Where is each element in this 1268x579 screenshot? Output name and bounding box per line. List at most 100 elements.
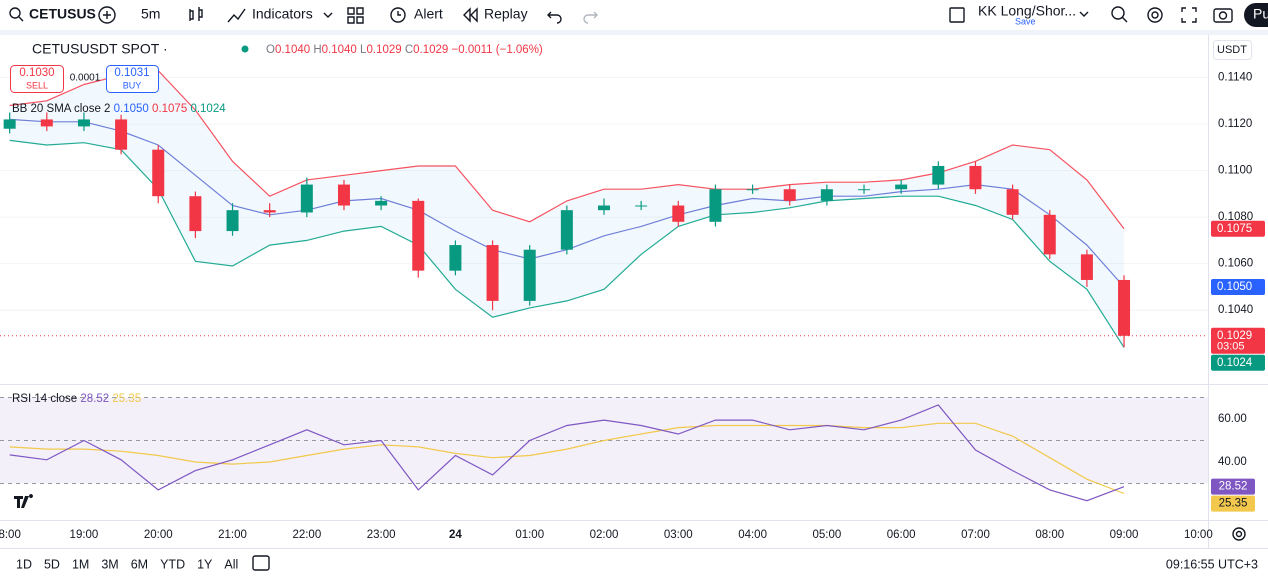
- candle-body: [189, 196, 202, 232]
- candle-body: [1118, 279, 1131, 336]
- sell-button[interactable]: [10, 65, 64, 93]
- candle-body: [895, 184, 908, 190]
- candle-body: [375, 200, 388, 206]
- candle-body: [672, 205, 685, 222]
- candle-body: [598, 205, 610, 211]
- add-symbol[interactable]: [98, 6, 116, 24]
- redo[interactable]: [583, 11, 598, 24]
- chart-type[interactable]: [189, 7, 203, 21]
- clock: 09:16:55 UTC+3: [1166, 557, 1258, 571]
- price-badge: [1211, 278, 1265, 295]
- alert[interactable]: Alert: [414, 6, 443, 22]
- change: −0.0011 (−1.06%): [452, 44, 543, 56]
- price-badge-label: 0.1024: [1217, 357, 1253, 369]
- symbol[interactable]: CETUSUS: [29, 6, 96, 22]
- candle-body: [412, 200, 425, 271]
- sell-price[interactable]: 0.1030: [19, 67, 54, 79]
- quick-search[interactable]: [1111, 6, 1125, 20]
- x-tick-label: 07:00: [961, 529, 990, 541]
- ohlc-legend: O0.1040 H0.1040 L0.1029 C0.1029 −0.0011 …: [266, 44, 543, 56]
- date-range-icon[interactable]: [252, 555, 270, 571]
- range-button[interactable]: 1D: [16, 557, 32, 571]
- price-legend: CETUSUSDT SPOT · O0.1040 H0.1040 L0.1029…: [10, 40, 1252, 115]
- alert-icon: [397, 11, 401, 16]
- ohlc-key: C: [405, 44, 413, 56]
- fullscreen[interactable]: [1181, 7, 1197, 23]
- publish-button[interactable]: [1244, 3, 1268, 27]
- indicators[interactable]: Indicators: [252, 6, 313, 22]
- chart-panes: 0.1140 0.1120 0.1100 0.1080 0.1060 0.1040 60.0…: [0, 35, 1268, 548]
- dropdown[interactable]: [323, 12, 333, 18]
- interval[interactable]: 5m: [141, 6, 160, 22]
- candle-body: [3, 119, 16, 129]
- candle-body: [820, 189, 833, 201]
- ohlc-key: O: [266, 44, 275, 56]
- search-icon[interactable]: [9, 7, 21, 19]
- indicators-icon[interactable]: [227, 8, 246, 23]
- buy-price[interactable]: 0.1031: [114, 67, 149, 79]
- layout-icon[interactable]: [949, 7, 965, 23]
- candle-body: [115, 119, 128, 150]
- x-tick-label: 8:00: [0, 529, 21, 541]
- candle-body: [746, 189, 759, 191]
- value-badge: [1211, 478, 1255, 495]
- x-tick-label: 03:00: [664, 529, 693, 541]
- replay[interactable]: Replay: [484, 6, 528, 22]
- bottom-bar: 09:16:55 UTC+3 1D 5D 1M 3M 6M YTD 1Y All: [0, 527, 1268, 571]
- range-button[interactable]: 6M: [131, 557, 148, 571]
- price-badge: [1211, 220, 1265, 237]
- separator: [0, 30, 1268, 35]
- axis-settings: [1235, 530, 1243, 538]
- toolbar: CETUSUS 5m Indicators Alert Replay KK Lo…: [0, 0, 1268, 30]
- indicator-value: 25.35: [112, 393, 141, 405]
- range-button[interactable]: 1Y: [197, 557, 213, 571]
- replay-icon[interactable]: [463, 7, 478, 23]
- snapshot[interactable]: [1213, 8, 1233, 23]
- x-tick-label: 05:00: [812, 529, 841, 541]
- candle-body: [300, 184, 313, 213]
- undo[interactable]: [547, 11, 562, 24]
- indicator-legend: BB 20 SMA close 2 0.1050 0.1075 0.1024: [12, 103, 226, 115]
- buy-label[interactable]: BUY: [123, 80, 142, 90]
- rsi-legend: RSI 14 close 28.52 25.35: [12, 393, 141, 508]
- x-tick-label: 20:00: [144, 529, 173, 541]
- publish-label[interactable]: Pu: [1253, 6, 1268, 22]
- indicator-value: 0.1075: [152, 103, 187, 115]
- x-tick-label: 09:00: [1110, 529, 1139, 541]
- range-button[interactable]: YTD: [160, 557, 185, 571]
- candle-body: [560, 210, 573, 250]
- y-tick-label: 0.1100: [1218, 165, 1252, 177]
- x-tick-label: 06:00: [887, 529, 916, 541]
- settings-icon[interactable]: [1147, 7, 1163, 23]
- layout-name[interactable]: KK Long/Shor...: [978, 3, 1076, 19]
- rsi-legend-text: RSI 14 close 28.52 25.35: [12, 393, 141, 405]
- range-button[interactable]: 1M: [72, 557, 89, 571]
- ohlc-value: 0.1040: [322, 44, 357, 56]
- currency[interactable]: USDT: [1217, 44, 1247, 56]
- tv-logo[interactable]: [14, 494, 33, 508]
- layout-status: Save: [1015, 16, 1036, 26]
- dropdown[interactable]: [1079, 11, 1089, 17]
- buy-button[interactable]: [106, 65, 159, 93]
- price-badge: [1211, 327, 1265, 354]
- indicator-value: 0.1024: [190, 103, 226, 115]
- templates[interactable]: [347, 7, 364, 24]
- axis-settings[interactable]: [1232, 527, 1246, 541]
- candle-body: [337, 184, 350, 206]
- candle-body: [449, 245, 462, 271]
- candle-body: [226, 210, 239, 232]
- currency-button[interactable]: [1213, 40, 1252, 60]
- range-button[interactable]: All: [224, 557, 238, 571]
- candle-body: [40, 119, 53, 127]
- range-button[interactable]: 5D: [44, 557, 60, 571]
- sell-label[interactable]: SELL: [26, 80, 48, 90]
- value-badge: [1211, 495, 1255, 512]
- alert-icon[interactable]: [390, 7, 406, 23]
- x-tick-label: 22:00: [292, 529, 321, 541]
- range-button[interactable]: 3M: [101, 557, 118, 571]
- candle-body: [486, 245, 499, 301]
- market-status: [241, 45, 249, 53]
